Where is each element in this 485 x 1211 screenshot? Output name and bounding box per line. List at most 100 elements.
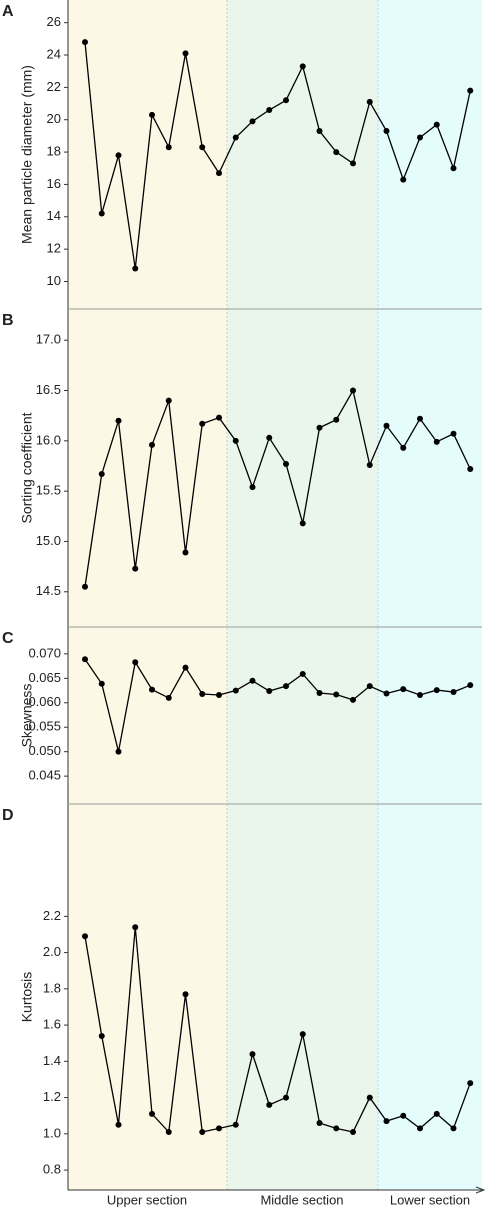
y-tick-label: 1.0 xyxy=(43,1125,61,1140)
data-point xyxy=(450,689,457,696)
data-point xyxy=(316,128,323,135)
y-tick-label: 16 xyxy=(47,176,61,191)
data-point xyxy=(467,682,474,689)
y-tick-label: 14.5 xyxy=(36,583,61,598)
y-tick-label: 2.2 xyxy=(43,908,61,923)
data-point xyxy=(299,63,306,70)
data-point xyxy=(232,1121,239,1128)
data-point xyxy=(232,134,239,141)
data-point xyxy=(417,134,423,141)
data-point xyxy=(433,1110,440,1117)
data-point xyxy=(366,683,373,690)
y-tick-label: 0.050 xyxy=(28,743,61,758)
data-point xyxy=(400,444,407,451)
y-tick-label: 16.5 xyxy=(36,382,61,397)
data-point xyxy=(450,1125,457,1132)
data-point xyxy=(249,1051,256,1058)
data-point xyxy=(333,416,340,423)
data-point xyxy=(316,424,323,431)
data-point xyxy=(417,1125,423,1132)
data-point xyxy=(182,664,189,671)
y-tick-label: 26 xyxy=(47,14,61,29)
y-tick-label: 0.065 xyxy=(28,670,61,685)
y-tick-label: 0.045 xyxy=(28,768,61,783)
data-point xyxy=(383,128,390,135)
x-axis-arrow xyxy=(475,1186,485,1194)
data-point xyxy=(216,691,222,698)
data-point xyxy=(115,748,122,755)
y-tick-label: 20 xyxy=(47,111,61,126)
data-point xyxy=(467,466,474,473)
data-point xyxy=(115,1121,122,1128)
data-point xyxy=(283,683,289,690)
data-point xyxy=(467,87,474,94)
data-point xyxy=(98,1032,105,1039)
data-point xyxy=(283,1094,289,1101)
data-point xyxy=(199,420,206,427)
data-point xyxy=(149,1110,155,1117)
data-point xyxy=(165,397,172,404)
data-line xyxy=(84,41,471,269)
data-point xyxy=(82,656,88,663)
data-point xyxy=(266,107,273,114)
y-tick-label: 0.060 xyxy=(28,694,61,709)
data-point xyxy=(450,165,457,172)
data-point xyxy=(350,160,356,167)
data-point xyxy=(433,438,440,445)
data-point xyxy=(299,1031,306,1038)
data-point xyxy=(82,933,88,940)
data-point xyxy=(182,50,189,57)
data-point xyxy=(417,691,423,698)
section-label: Middle section xyxy=(260,1192,343,1207)
data-point xyxy=(149,111,155,118)
data-point xyxy=(366,1094,373,1101)
y-axis-label: Kurtosis xyxy=(19,972,35,1023)
data-point xyxy=(165,694,172,701)
data-point xyxy=(350,387,356,394)
data-point xyxy=(299,670,306,677)
upper-section-bg xyxy=(68,0,227,1190)
y-tick-label: 0.070 xyxy=(28,645,61,660)
y-tick-label: 1.2 xyxy=(43,1089,61,1104)
y-tick-label: 1.4 xyxy=(43,1053,61,1068)
data-point xyxy=(283,97,289,104)
data-point xyxy=(266,688,273,695)
data-point xyxy=(232,687,239,694)
y-tick-label: 16.0 xyxy=(36,432,61,447)
data-line xyxy=(84,927,471,1134)
y-tick-label: 0.8 xyxy=(43,1162,61,1177)
data-point xyxy=(132,565,139,572)
panel-label: D xyxy=(2,807,14,824)
data-point xyxy=(115,417,122,424)
data-point xyxy=(266,434,273,441)
y-tick-label: 1.6 xyxy=(43,1017,61,1032)
panel-label: B xyxy=(2,312,14,329)
data-point xyxy=(216,414,222,421)
data-point xyxy=(266,1101,273,1108)
data-point xyxy=(115,152,122,159)
y-tick-label: 15.5 xyxy=(36,483,61,498)
section-label: Lower section xyxy=(390,1192,470,1207)
y-axis-label: Skewness xyxy=(19,684,35,748)
data-point xyxy=(182,549,189,556)
data-point xyxy=(98,680,105,687)
data-point xyxy=(249,677,256,684)
y-tick-label: 1.8 xyxy=(43,980,61,995)
y-tick-label: 0.055 xyxy=(28,719,61,734)
data-point xyxy=(450,430,457,437)
data-point xyxy=(149,686,155,693)
data-point xyxy=(216,1125,222,1132)
data-point xyxy=(283,460,289,467)
y-axis-label: Sorting coefficient xyxy=(19,412,35,523)
data-point xyxy=(98,471,105,478)
data-point xyxy=(149,441,155,448)
data-point xyxy=(199,690,206,697)
y-tick-label: 14 xyxy=(47,208,61,223)
panel-label: C xyxy=(2,630,14,647)
data-point xyxy=(467,1080,474,1087)
data-point xyxy=(132,659,139,666)
data-point xyxy=(366,98,373,105)
y-tick-label: 12 xyxy=(47,241,61,256)
data-point xyxy=(433,687,440,694)
